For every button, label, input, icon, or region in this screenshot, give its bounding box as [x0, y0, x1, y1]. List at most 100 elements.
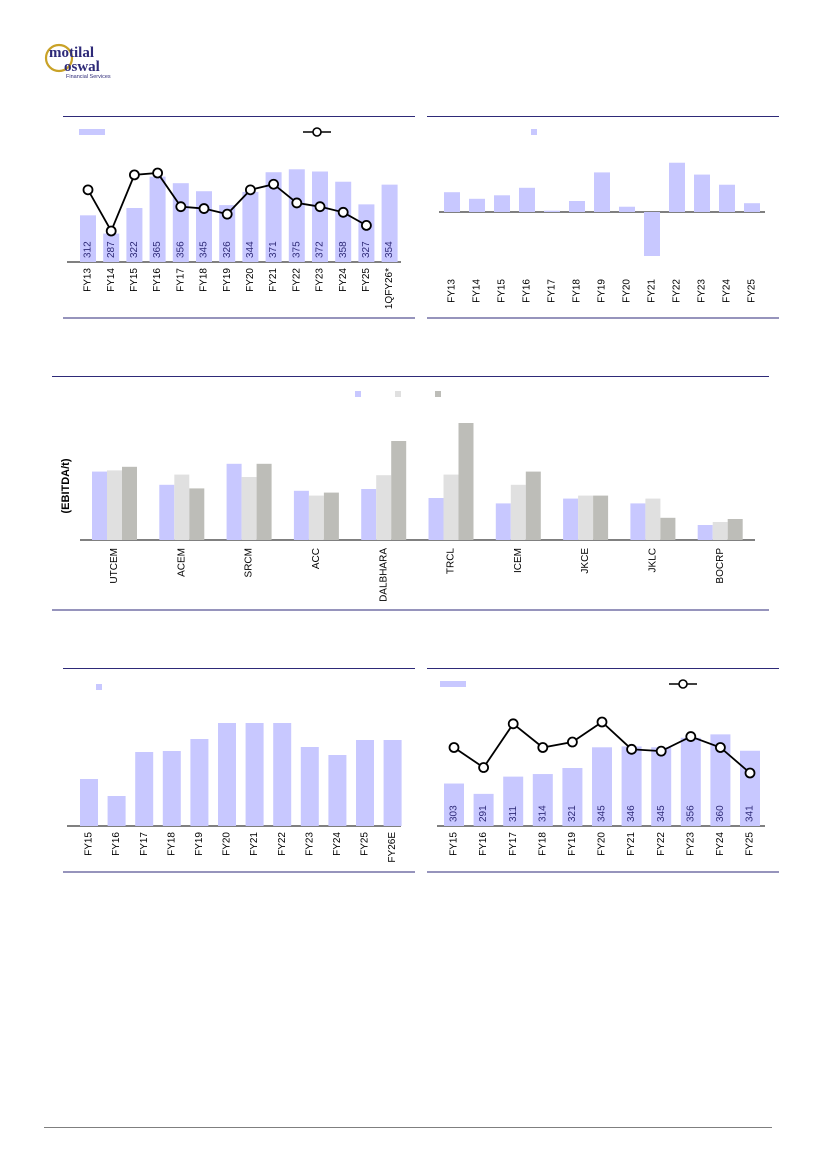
bar [293, 490, 309, 540]
tick-label: FY24 [338, 268, 349, 292]
line-point [221, 208, 233, 220]
chart-5: 303 FY15 291 FY16 311 FY17 314 FY18 321 FY19 345 FY… [427, 668, 779, 873]
bar [594, 172, 610, 212]
data-label: 375 [291, 241, 302, 258]
svg-text:motilal: motilal [49, 45, 94, 61]
bar [503, 776, 524, 826]
bar [361, 489, 377, 540]
tick-label: FY22 [277, 832, 288, 856]
company-logo: motilal oswal Financial Services [44, 40, 124, 80]
tick-label: ACC [311, 548, 322, 569]
legend-swatch [531, 129, 537, 135]
line-point [537, 742, 549, 753]
tick-label: FY25 [745, 832, 756, 856]
bar [159, 484, 175, 540]
tick-label: FY17 [175, 268, 186, 292]
line-point [714, 742, 726, 753]
tick-label: FY20 [597, 832, 608, 856]
tick-label: JKCE [580, 548, 591, 574]
data-label: 345 [656, 805, 667, 822]
bar [532, 774, 553, 826]
line-point [566, 736, 578, 748]
bar [328, 755, 347, 826]
bar [149, 176, 166, 262]
bar [273, 723, 292, 826]
line-point [198, 203, 210, 214]
line-point [655, 745, 667, 757]
bar [694, 174, 710, 212]
data-label: 345 [597, 805, 608, 822]
data-label: 311 [508, 806, 519, 822]
tick-label: FY21 [268, 268, 279, 292]
tick-label: FY15 [84, 832, 95, 856]
data-label: 344 [245, 241, 256, 258]
bar [645, 498, 661, 540]
tick-label: FY17 [508, 832, 519, 856]
tick-label: FY25 [361, 268, 372, 292]
bar [376, 475, 392, 540]
tick-label: FY13 [83, 268, 94, 292]
tick-label: FY25 [747, 279, 758, 303]
bar [92, 471, 107, 540]
bar [444, 783, 464, 826]
bar [190, 739, 209, 826]
bar [578, 495, 594, 540]
bar [312, 171, 328, 262]
bar [494, 195, 510, 212]
tick-label: FY22 [672, 279, 683, 303]
line-point [268, 178, 280, 190]
line-point [291, 197, 303, 209]
bar [383, 740, 402, 826]
data-label: 371 [268, 241, 279, 258]
bar [80, 779, 98, 826]
tick-label: BOCRP [715, 548, 726, 584]
bar [308, 495, 324, 540]
bar [80, 215, 96, 262]
bar [122, 466, 137, 540]
bar [719, 184, 735, 212]
bar [103, 233, 120, 262]
legend-swatch [79, 129, 105, 135]
tick-label: FY23 [315, 268, 326, 292]
legend-swatch [395, 391, 401, 397]
bar [525, 471, 541, 540]
bar [669, 162, 685, 212]
bar [443, 474, 459, 540]
line-point [507, 718, 519, 730]
line-point [314, 201, 326, 213]
bar [135, 752, 154, 826]
tick-label: FY26E [387, 832, 398, 863]
line-point [82, 184, 94, 196]
bar [107, 470, 122, 540]
tick-label: FY23 [697, 279, 708, 303]
tick-label: FY15 [129, 268, 140, 292]
chart-4: FY15 FY16 FY17 FY18 FY19 FY20 FY21 FY22 FY23 FY24… [63, 668, 415, 873]
data-label: 358 [338, 241, 349, 258]
line-point [360, 219, 372, 231]
footer-rule [44, 1127, 772, 1128]
bar [444, 192, 460, 212]
tick-label: FY19 [222, 268, 233, 292]
tick-label: FY24 [722, 279, 733, 303]
tick-label: FY17 [139, 832, 150, 856]
line-point [337, 206, 349, 218]
tick-label: FY19 [194, 832, 205, 856]
bar [562, 768, 583, 826]
bar [174, 474, 190, 540]
data-label: 341 [745, 805, 756, 822]
bar [651, 747, 672, 826]
line-point [244, 184, 256, 196]
tick-label: FY16 [111, 832, 122, 856]
line-point [152, 167, 163, 179]
bar [241, 477, 257, 540]
tick-label: FY23 [685, 832, 696, 856]
tick-label: FY13 [447, 279, 458, 303]
tick-label: JKLC [648, 548, 659, 572]
bar [288, 169, 305, 262]
tick-label: FY22 [291, 268, 302, 292]
bar [495, 503, 511, 540]
data-label: 365 [152, 241, 163, 258]
bar [563, 498, 579, 540]
tick-label: FY16 [522, 279, 533, 303]
legend-swatch [355, 391, 361, 397]
